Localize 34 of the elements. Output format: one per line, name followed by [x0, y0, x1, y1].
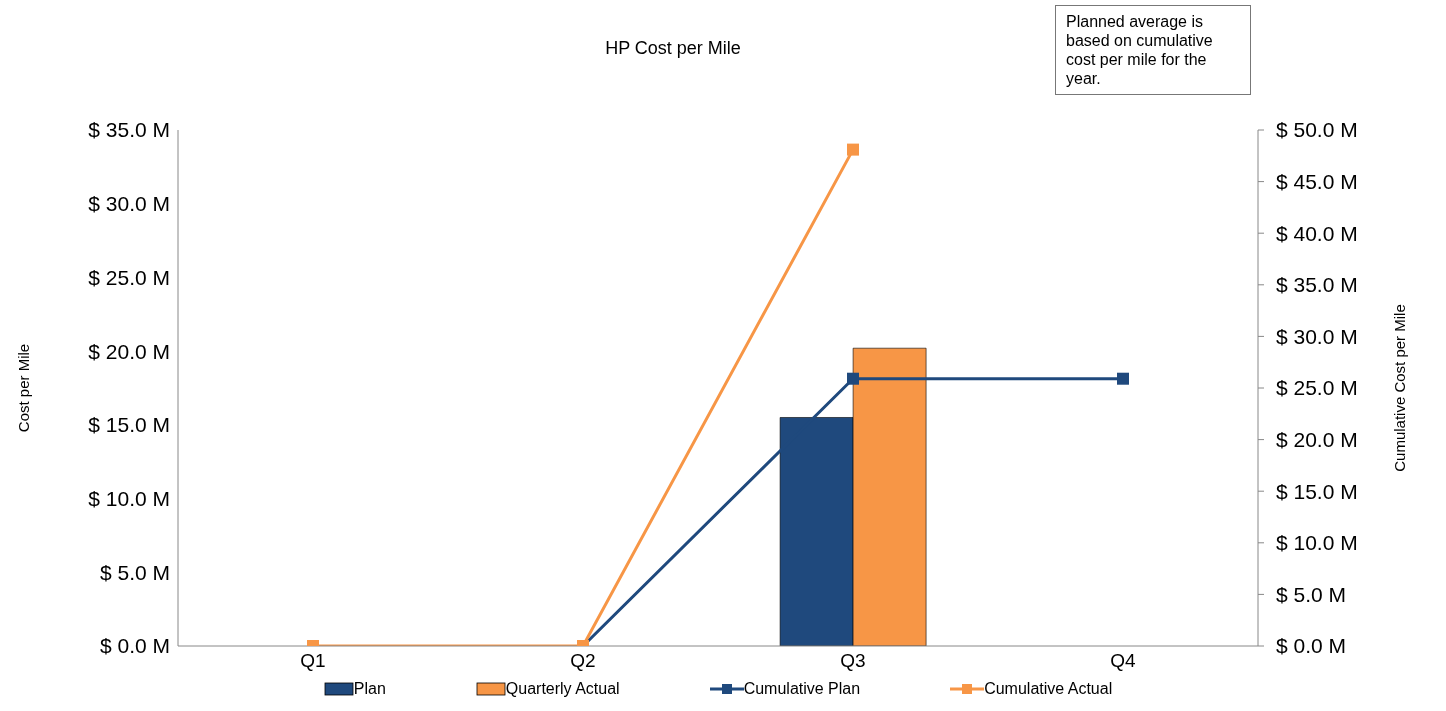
- point: [847, 143, 859, 156]
- x-tick-label: Q1: [300, 650, 326, 672]
- y-tick-label: $ 25.0 M: [88, 265, 170, 289]
- y2-tick-label: $ 35.0 M: [1276, 273, 1358, 297]
- x-tick-label: Q4: [1110, 650, 1137, 672]
- chart-title: HP Cost per Mile: [605, 38, 741, 58]
- y-tick-label: $ 15.0 M: [88, 413, 170, 437]
- point: [1117, 372, 1129, 385]
- y2-tick-label: $ 45.0 M: [1276, 170, 1358, 194]
- legend-label: Quarterly Actual: [505, 680, 620, 698]
- x-tick-label: Q3: [840, 650, 866, 672]
- y2-tick-label: $ 20.0 M: [1276, 428, 1358, 452]
- callout-box: Planned average is based on cumulative cost per mile for the year.: [1055, 5, 1251, 95]
- y2-tick-label: $ 15.0 M: [1276, 479, 1358, 503]
- legend-label: Cumulative Actual: [984, 680, 1113, 698]
- x-tick-label: Q2: [570, 650, 596, 672]
- y2-tick-label: $ 0.0 M: [1276, 634, 1347, 658]
- y-tick-label: $ 10.0 M: [88, 487, 170, 511]
- legend-label: Cumulative Plan: [743, 680, 861, 698]
- y-tick-label: $ 20.0 M: [88, 339, 170, 363]
- legend-label: Plan: [353, 680, 386, 698]
- y2-tick-label: $ 25.0 M: [1276, 376, 1358, 400]
- y2-tick-label: $ 40.0 M: [1276, 221, 1358, 245]
- y2-tick-label: $ 10.0 M: [1276, 531, 1358, 555]
- y-tick-label: $ 30.0 M: [88, 192, 170, 216]
- y2-tick-label: $ 50.0 M: [1276, 118, 1358, 142]
- y2-axis-title: Cumulative Cost per Mile: [1391, 304, 1409, 472]
- y-axis-title: Cost per Mile: [15, 343, 33, 433]
- y-tick-label: $ 0.0 M: [99, 634, 170, 658]
- y-tick-label: $ 5.0 M: [99, 560, 170, 584]
- y2-tick-label: $ 5.0 M: [1276, 582, 1347, 606]
- y2-tick-label: $ 30.0 M: [1276, 324, 1358, 348]
- y-tick-label: $ 35.0 M: [88, 118, 170, 142]
- point: [847, 372, 859, 385]
